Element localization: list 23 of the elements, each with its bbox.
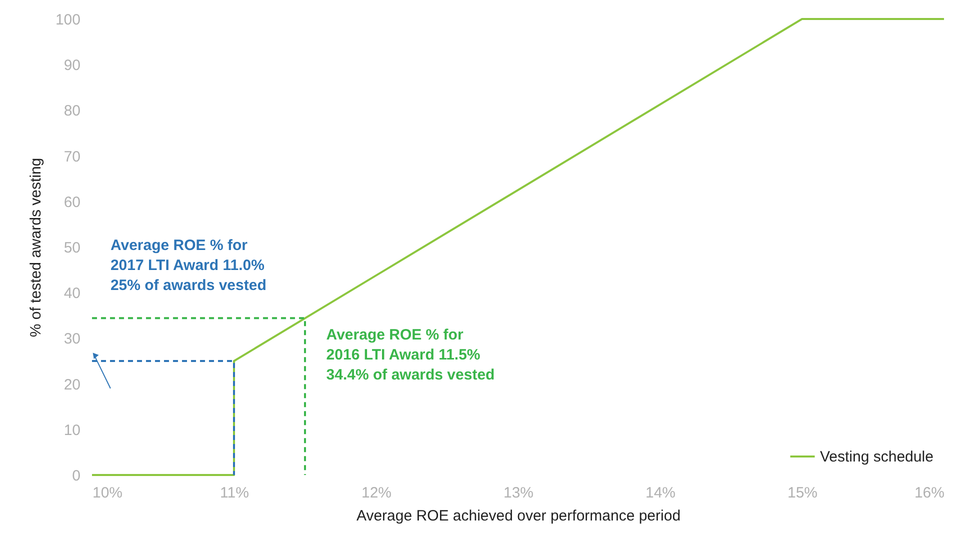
x-tick-label: 10% [92, 484, 123, 502]
y-tick-label: 10 [64, 422, 80, 439]
annotation: Average ROE % for 2016 LTI Award 11.5% 34.4% of awards vested [326, 326, 495, 384]
x-tick-label: 15% [787, 484, 818, 502]
y-tick-label: 60 [64, 194, 80, 211]
y-tick-label: 20 [64, 376, 80, 394]
y-tick-label: 50 [64, 240, 80, 256]
y-tick-label: 100 [55, 12, 80, 28]
y-axis-title: % of tested awards vesting [27, 158, 44, 338]
y-tick-label: 90 [64, 57, 80, 74]
x-tick-label: 11% [220, 484, 249, 502]
x-tick-label: 12% [361, 484, 392, 502]
x-axis-title: Average ROE achieved over performance period [356, 508, 681, 524]
annotation: Average ROE % for 2017 LTI Award 11.0% 25% of awards vested [110, 236, 266, 294]
y-tick-label: 80 [64, 102, 80, 120]
y-tick-label: 0 [72, 468, 80, 484]
y-tick-label: 40 [64, 285, 80, 302]
x-tick-label: 14% [645, 484, 676, 502]
legend-label: Vesting schedule [820, 448, 934, 466]
y-tick-label: 70 [64, 148, 80, 166]
y-tick-label: 30 [64, 330, 80, 348]
x-tick-label: 13% [503, 484, 534, 502]
x-tick-label: 16% [914, 484, 944, 502]
